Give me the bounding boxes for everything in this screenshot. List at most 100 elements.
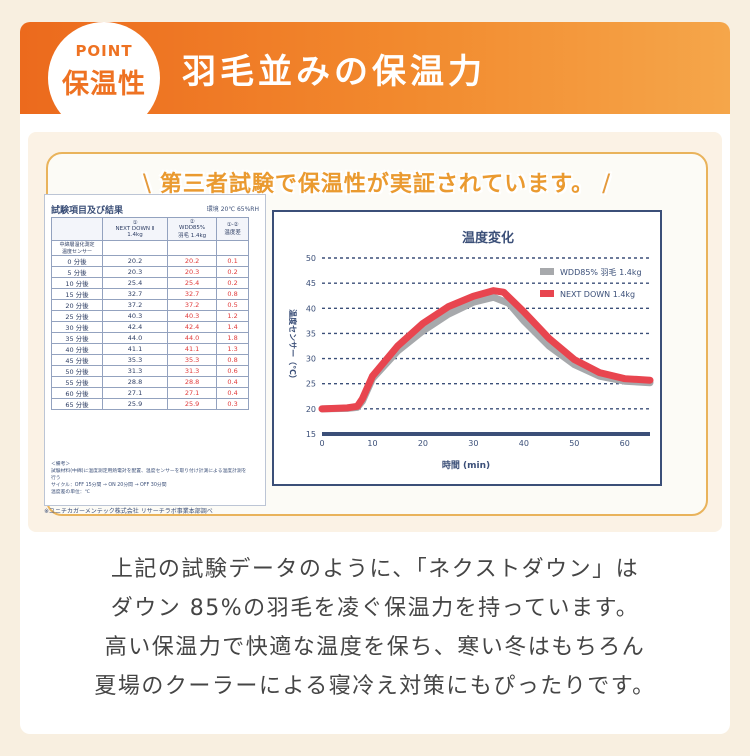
row-time: 0 分後 (51, 255, 103, 267)
cell-wdd: 27.1 (167, 387, 218, 399)
badge-point-label: POINT (75, 41, 133, 60)
cell-wdd: 20.3 (167, 266, 218, 278)
result-table-body: 0 分後 20.2 20.2 0.1 5 分後 20.3 20.3 0.2 10 分後 25.4 2… (51, 255, 249, 410)
data-point-nextdown (624, 378, 626, 380)
row-time: 10 分後 (51, 277, 103, 289)
cell-wdd: 25.4 (167, 277, 218, 289)
series-line-wdd (318, 293, 654, 413)
cell-diff: 0.1 (216, 255, 249, 267)
row-group-header: 中綿層温化測定 温度センサー (51, 240, 103, 256)
row-time: 30 分後 (51, 321, 103, 333)
temperature-chart: 温度変化 15 20 25 30 35 40 45 50 0 10 20 30 40 50 60 時間 (min… (272, 210, 662, 486)
data-point-wdd (422, 330, 424, 332)
data-point-nextdown (598, 372, 601, 374)
row-time: 35 分後 (51, 332, 103, 344)
row-time: 60 分後 (51, 387, 103, 399)
data-point-nextdown (422, 322, 424, 324)
cell-nextdown: 40.3 (101, 310, 169, 322)
description-line: 夏場のクーラーによる寝冷え対策にもぴったりです。 (94, 674, 656, 699)
data-point-nextdown (503, 291, 505, 293)
row-time: 45 分後 (51, 354, 103, 366)
x-tick-label: 40 (519, 439, 529, 448)
table-row: 0 分後 20.2 20.2 0.1 (51, 255, 249, 267)
point-badge: POINT 保温性 (48, 22, 160, 134)
headline: \ 第三者試験で保温性が実証されています。 / (48, 166, 706, 198)
table-row: 65 分後 25.9 25.9 0.3 (51, 398, 249, 410)
row-time: 25 分後 (51, 310, 103, 322)
col-header-diff: ①-② 温度差 (216, 217, 249, 241)
data-point-nextdown (356, 405, 358, 407)
badge-main-label: 保温性 (62, 68, 146, 100)
blank-cell (101, 240, 169, 256)
row-time: 20 分後 (51, 299, 103, 311)
row-time: 55 分後 (51, 376, 103, 388)
cell-wdd: 40.3 (167, 310, 218, 322)
data-point-nextdown (346, 407, 348, 409)
note-line: 試験材料(中綿)に温度測定用熱電対を配置、温度センサーを取り付け計測による温度計… (51, 469, 247, 481)
table-row: 45 分後 35.3 35.3 0.8 (51, 354, 249, 366)
col-header-wdd: ② WDD85% 羽毛 1.4kg (167, 217, 218, 241)
table-row: 20 分後 37.2 37.2 0.5 (51, 299, 249, 311)
note-line: 温度差の単位：℃ (51, 490, 90, 495)
test-sheet: 試験項目及び結果 環境 20℃ 65%RH ① NEXT DOWN Ⅱ 1.4k… (44, 194, 266, 506)
note-line: サイクル：OFF 15分間 → ON 20分間 → OFF 30分間 (51, 483, 167, 488)
legend-label: WDD85% 羽毛 1.4kg (560, 267, 642, 277)
data-point-wdd (492, 296, 495, 298)
cell-nextdown: 42.4 (101, 321, 169, 333)
data-point-nextdown (649, 379, 651, 381)
x-tick-label: 20 (418, 439, 428, 448)
headline-slash-left: \ (142, 169, 152, 197)
table-row: 50 分後 31.3 31.3 0.6 (51, 365, 249, 377)
y-tick-label: 20 (306, 405, 316, 414)
headline-slash-right: / (602, 169, 612, 197)
cell-wdd: 20.2 (167, 255, 218, 267)
cell-nextdown: 20.3 (101, 266, 169, 278)
y-tick-label: 30 (306, 355, 316, 364)
table-row: 10 分後 25.4 25.4 0.2 (51, 277, 249, 289)
table-row: 60 分後 27.1 27.1 0.4 (51, 387, 249, 399)
cell-diff: 0.2 (216, 277, 249, 289)
y-tick-label: 15 (306, 430, 316, 439)
cell-diff: 0.4 (216, 387, 249, 399)
cell-wdd: 35.3 (167, 354, 218, 366)
cell-diff: 0.8 (216, 288, 249, 300)
data-point-wdd (447, 313, 449, 315)
cell-nextdown: 41.1 (101, 343, 169, 355)
data-point-nextdown (548, 337, 550, 340)
y-tick-label: 40 (306, 304, 316, 313)
row-time: 50 分後 (51, 365, 103, 377)
cell-nextdown: 20.2 (101, 255, 169, 267)
x-tick-label: 30 (468, 439, 478, 448)
data-point-wdd (548, 345, 550, 347)
row-time: 5 分後 (51, 266, 103, 278)
table-row: 30 分後 42.4 42.4 1.4 (51, 321, 249, 333)
row-time: 15 分後 (51, 288, 103, 300)
cell-diff: 0.8 (216, 354, 249, 366)
data-point-nextdown (321, 408, 323, 410)
y-tick-label: 35 (306, 329, 316, 338)
description-line: 上記の試験データのように、「ネクストダウン」は (110, 557, 640, 582)
cell-wdd: 25.9 (167, 398, 218, 410)
result-table: ① NEXT DOWN Ⅱ 1.4kg ② WDD85% 羽毛 1.4kg ①-… (51, 217, 249, 410)
cell-nextdown: 35.3 (101, 354, 169, 366)
description: 上記の試験データのように、「ネクストダウン」は ダウン 85%の羽毛を凌ぐ保温力… (20, 550, 730, 706)
x-tick-label: 10 (367, 439, 377, 448)
table-notes: ＜備考＞ 試験材料(中綿)に温度測定用熱電対を配置、温度センサーを取り付け計測に… (51, 461, 251, 496)
cell-diff: 1.2 (216, 310, 249, 322)
cell-diff: 1.4 (216, 321, 249, 333)
cell-wdd: 28.8 (167, 376, 218, 388)
table-row: 55 分後 28.8 28.8 0.4 (51, 376, 249, 388)
table-title: 試験項目及び結果 (51, 206, 124, 216)
note-line: ＜備考＞ (51, 462, 71, 467)
y-tick-label: 45 (306, 279, 316, 288)
cell-nextdown: 25.4 (101, 277, 169, 289)
row-time: 65 分後 (51, 398, 103, 410)
table-row: 35 分後 44.0 44.0 1.8 (51, 332, 249, 344)
table-condition: 環境 20℃ 65%RH (206, 206, 259, 213)
y-tick-label: 25 (306, 380, 316, 389)
data-point-wdd (523, 320, 525, 322)
table-row: 25 分後 40.3 40.3 1.2 (51, 310, 249, 322)
temperature-chart-svg: 温度変化 15 20 25 30 35 40 45 50 0 10 20 30 40 50 60 時間 (min… (288, 230, 654, 471)
data-point-nextdown (573, 358, 575, 361)
col-header-nextdown: ① NEXT DOWN Ⅱ 1.4kg (101, 217, 169, 241)
